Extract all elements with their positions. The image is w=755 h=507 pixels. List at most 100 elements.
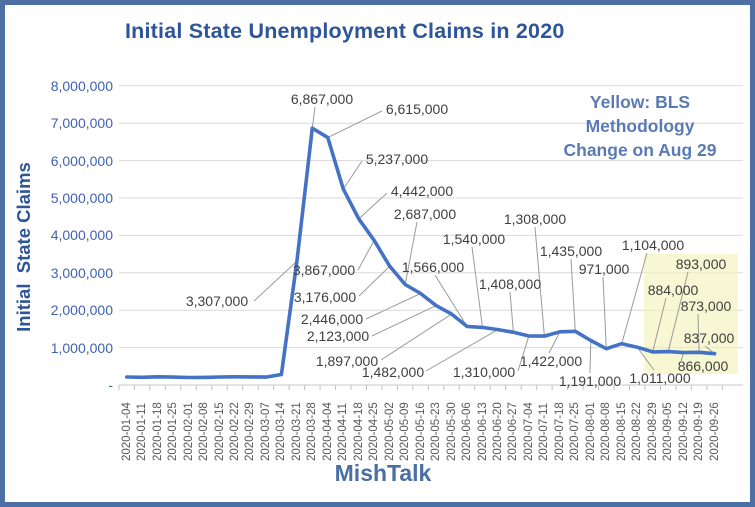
label-leader-line xyxy=(253,260,298,302)
data-label: 1,566,000 xyxy=(401,258,465,275)
x-tick-label: 2020-09-12 xyxy=(677,402,690,461)
label-leader-line xyxy=(534,226,545,337)
bls-annotation-line3: Change on Aug 29 xyxy=(563,140,717,160)
y-tick-label: - xyxy=(108,377,113,393)
x-tick-label: 2020-01-18 xyxy=(151,402,164,461)
y-tick-label: 5,000,000 xyxy=(50,190,113,206)
data-label: 1,408,000 xyxy=(478,275,542,292)
y-axis-title: Initial State Claims xyxy=(13,162,34,332)
label-leader-line xyxy=(697,313,700,353)
x-tick-label: 2020-03-28 xyxy=(306,402,319,461)
x-tick-label: 2020-08-01 xyxy=(584,402,597,461)
plot-area xyxy=(118,85,743,390)
data-label: 4,442,000 xyxy=(390,182,454,199)
x-tick-label: 2020-02-22 xyxy=(228,402,241,461)
data-label: 837,000 xyxy=(683,329,735,346)
label-leader-line xyxy=(358,265,391,297)
label-leader-line xyxy=(404,221,418,285)
x-tick-label: 2020-09-26 xyxy=(708,402,721,461)
x-tick-label: 2020-07-04 xyxy=(522,402,535,461)
label-leader-line xyxy=(327,110,383,139)
y-tick-label: 8,000,000 xyxy=(50,77,113,94)
label-leader-line xyxy=(570,258,576,332)
data-label: 1,482,000 xyxy=(361,363,425,380)
data-label: 1,104,000 xyxy=(621,236,685,253)
x-tick-label: 2020-05-02 xyxy=(383,402,396,461)
data-label: 873,000 xyxy=(680,297,732,314)
label-leader-line xyxy=(471,246,483,328)
x-tick-label: 2020-08-22 xyxy=(631,402,644,461)
x-tick-label: 2020-03-07 xyxy=(259,402,272,461)
x-tick-label: 2020-05-09 xyxy=(399,402,412,461)
x-tick-label: 2020-02-08 xyxy=(198,402,211,461)
y-tick-label: 3,000,000 xyxy=(50,264,113,281)
label-leader-line xyxy=(358,192,388,220)
data-label: 1,435,000 xyxy=(539,242,603,259)
data-label: 866,000 xyxy=(677,357,729,374)
x-tick-label: 2020-07-25 xyxy=(569,402,582,461)
x-tick-label: 2020-08-15 xyxy=(615,402,628,461)
label-leader-line xyxy=(548,331,561,354)
x-tick-label: 2020-09-05 xyxy=(662,402,675,461)
label-leader-line xyxy=(365,293,421,320)
x-tick-label: 2020-09-19 xyxy=(693,402,706,461)
label-leader-line xyxy=(311,106,316,129)
y-tick-label: 7,000,000 xyxy=(50,115,113,132)
label-leader-line xyxy=(517,335,530,372)
data-label: 1,897,000 xyxy=(315,352,379,369)
y-tick-label: 4,000,000 xyxy=(50,227,113,244)
x-tick-label: 2020-04-25 xyxy=(368,402,381,461)
data-label: 6,615,000 xyxy=(385,100,449,117)
data-label: 1,422,000 xyxy=(519,352,583,369)
label-leader-line xyxy=(509,291,514,333)
x-tick-label: 2020-06-13 xyxy=(476,402,489,461)
label-leader-line xyxy=(357,240,375,271)
data-label: 3,176,000 xyxy=(293,288,357,305)
label-leader-line xyxy=(425,329,499,372)
label-leader-line xyxy=(342,160,363,190)
x-tick-label: 2020-02-01 xyxy=(182,402,195,461)
x-tick-label: 2020-04-11 xyxy=(337,403,350,461)
x-tick-label: 2020-05-16 xyxy=(414,402,427,461)
x-tick-label: 2020-08-29 xyxy=(646,402,659,461)
data-label: 2,446,000 xyxy=(300,310,364,327)
y-tick-label: 2,000,000 xyxy=(50,302,113,319)
x-tick-label: 2020-01-11 xyxy=(136,403,149,461)
x-tick-label: 2020-02-29 xyxy=(244,402,257,461)
label-leader-line xyxy=(589,340,592,374)
data-label: 1,540,000 xyxy=(442,230,506,247)
data-label: 5,237,000 xyxy=(365,150,429,167)
x-tick-label: 2020-04-04 xyxy=(321,402,334,461)
x-tick-label: 2020-07-18 xyxy=(553,402,566,461)
bls-annotation-line1: Yellow: BLS xyxy=(589,92,691,112)
x-tick-label: 2020-06-06 xyxy=(461,402,474,461)
data-label: 1,191,000 xyxy=(558,372,622,389)
footer-brand: MishTalk xyxy=(334,460,432,486)
data-label: 1,308,000 xyxy=(503,210,567,227)
data-label: 1,011,000 xyxy=(629,369,691,386)
label-leader-line xyxy=(667,271,689,352)
data-label: 2,687,000 xyxy=(393,205,457,222)
x-tick-label: 2020-06-20 xyxy=(491,402,504,461)
label-leader-line xyxy=(371,305,437,337)
label-leader-line xyxy=(621,252,648,344)
bls-annotation: Yellow: BLS Methodology Change on Aug 29 xyxy=(542,90,738,162)
data-label: 3,307,000 xyxy=(185,292,249,309)
x-tick-label: 2020-01-04 xyxy=(120,402,133,461)
data-label: 1,310,000 xyxy=(452,363,516,380)
y-tick-label: 1,000,000 xyxy=(50,339,113,356)
data-label: 884,000 xyxy=(647,281,699,298)
label-leader-line xyxy=(602,276,607,349)
x-tick-label: 2020-08-08 xyxy=(600,402,613,461)
x-tick-label: 2020-04-18 xyxy=(352,402,365,461)
x-tick-label: 2020-06-27 xyxy=(507,402,520,461)
x-tick-label: 2020-05-23 xyxy=(430,402,443,461)
data-label: 971,000 xyxy=(578,260,630,277)
claims-line-series xyxy=(124,126,717,380)
data-label: 2,123,000 xyxy=(306,327,370,344)
label-leader-line xyxy=(652,297,667,353)
data-label: 6,867,000 xyxy=(290,90,354,107)
x-tick-label: 2020-05-30 xyxy=(445,402,458,461)
data-label: 3,867,000 xyxy=(292,261,356,278)
